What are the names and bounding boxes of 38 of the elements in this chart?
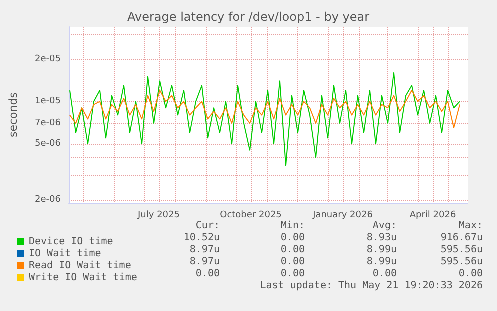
text: 0.00 (280, 256, 305, 268)
text: 8.99u (366, 256, 397, 268)
text: 8.93u (366, 232, 397, 244)
text: 0.00 (280, 268, 305, 280)
text: 10.52u (184, 232, 220, 244)
text: 595.56u (440, 256, 483, 268)
text: Cur: (196, 220, 220, 232)
y-tick-label: 7e-06 (35, 118, 62, 128)
legend-label: Read IO Wait time (29, 260, 132, 272)
line-series (70, 72, 460, 166)
text: 916.67u (440, 232, 483, 244)
legend-label: Device IO time (29, 236, 114, 248)
text: 595.56u (440, 244, 483, 256)
x-tick-label: January 2026 (312, 210, 374, 220)
text: 0.00 (196, 268, 220, 280)
text: 0.00 (280, 244, 305, 256)
chart-title: Average latency for /dev/loop1 - by year (127, 10, 370, 24)
y-tick-label: 1e-05 (35, 96, 61, 107)
x-tick-label: October 2025 (220, 210, 282, 220)
legend-label: IO Wait time (29, 248, 102, 260)
legend-label: Write IO Wait time (29, 272, 138, 284)
text: 0.00 (458, 268, 483, 280)
y-axis-title: seconds (7, 92, 20, 138)
text: 8.97u (190, 256, 220, 268)
text: Min: (280, 220, 305, 232)
y-tick-label: 2e-05 (35, 54, 61, 64)
text: 0.00 (280, 232, 305, 244)
text: 8.99u (366, 244, 397, 256)
y-tick-label: 5e-06 (35, 138, 62, 149)
text: Max: (458, 220, 483, 232)
line-series (70, 90, 460, 128)
text: Last update: Thu May 21 19:20:33 2026 (260, 280, 483, 292)
text: 0.00 (372, 268, 397, 280)
x-tick-label: April 2026 (410, 210, 456, 220)
text: 8.97u (190, 244, 220, 256)
text: Avg: (372, 220, 397, 232)
x-tick-label: July 2025 (137, 210, 180, 220)
y-tick-label: 2e-06 (35, 194, 62, 205)
